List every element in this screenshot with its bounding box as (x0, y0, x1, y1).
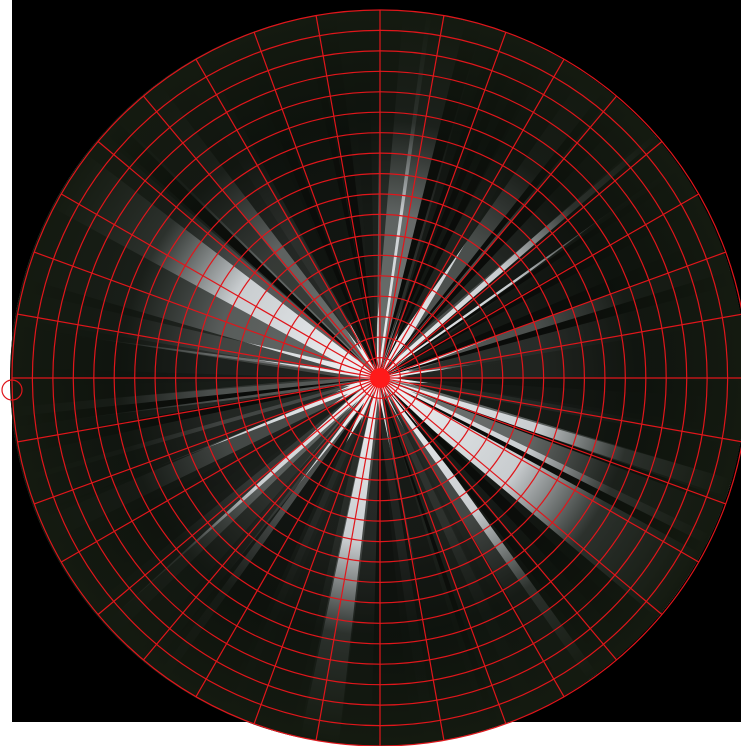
center-dot (370, 368, 390, 388)
fisheye-photo (0, 0, 741, 746)
page: (() => { const NS = 'http://www.w3.org/2… (0, 0, 741, 746)
